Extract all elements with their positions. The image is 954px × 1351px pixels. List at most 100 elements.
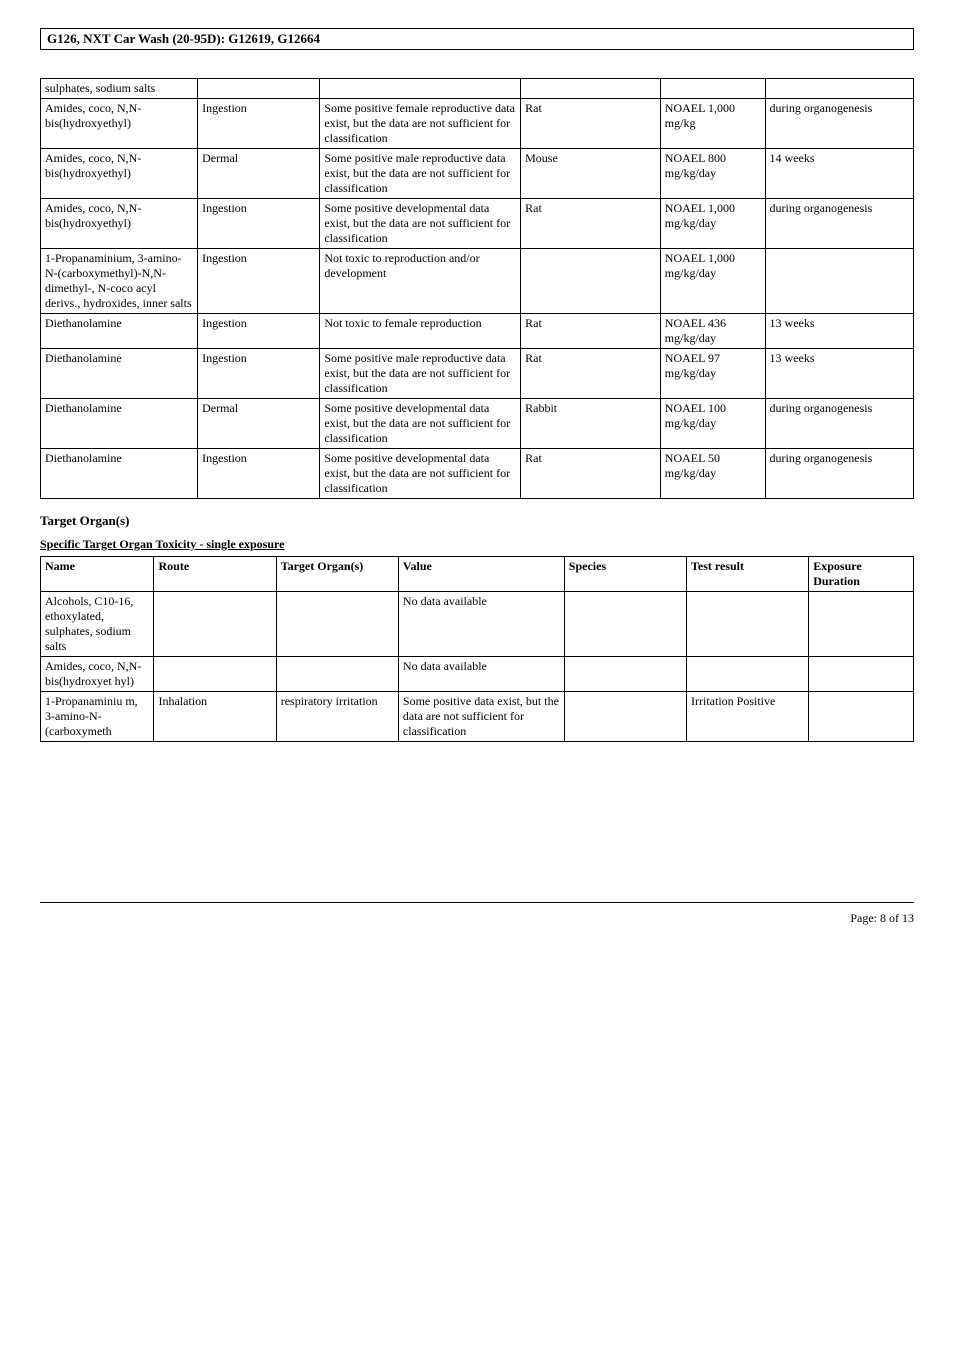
table-cell xyxy=(154,657,276,692)
table-cell: Some positive data exist, but the data a… xyxy=(398,692,564,742)
table-cell: 13 weeks xyxy=(765,349,913,399)
table-cell xyxy=(521,249,661,314)
table-cell: Rat xyxy=(521,199,661,249)
table-cell xyxy=(809,692,914,742)
th-exposure: Exposure Duration xyxy=(809,557,914,592)
table-cell: Rat xyxy=(521,449,661,499)
table-cell: 1-Propanaminium, 3-amino-N-(carboxymethy… xyxy=(41,249,198,314)
table-cell xyxy=(320,79,521,99)
table-cell xyxy=(276,657,398,692)
table-cell: Irritation Positive xyxy=(687,692,809,742)
table-cell: Ingestion xyxy=(198,249,320,314)
footer-divider xyxy=(40,902,914,903)
table-row: Amides, coco, N,N-bis(hydroxyethyl)Derma… xyxy=(41,149,914,199)
th-test: Test result xyxy=(687,557,809,592)
table-cell xyxy=(687,657,809,692)
table-cell: during organogenesis xyxy=(765,449,913,499)
table-cell: Alcohols, C10-16, ethoxylated, sulphates… xyxy=(41,592,154,657)
th-name: Name xyxy=(41,557,154,592)
table-header-row: Name Route Target Organ(s) Value Species… xyxy=(41,557,914,592)
table-cell: Ingestion xyxy=(198,314,320,349)
table-cell: Dermal xyxy=(198,399,320,449)
sub-heading: Specific Target Organ Toxicity - single … xyxy=(40,537,914,552)
table-cell: sulphates, sodium salts xyxy=(41,79,198,99)
table-cell: NOAEL 800 mg/kg/day xyxy=(660,149,765,199)
table-cell: Rat xyxy=(521,349,661,399)
table-cell: Amides, coco, N,N-bis(hydroxyethyl) xyxy=(41,199,198,249)
table-cell: Some positive developmental data exist, … xyxy=(320,199,521,249)
table-cell: 1-Propanaminiu m, 3-amino-N-(carboxymeth xyxy=(41,692,154,742)
table-cell xyxy=(809,657,914,692)
table-cell: Amides, coco, N,N-bis(hydroxyethyl) xyxy=(41,99,198,149)
table-cell: Diethanolamine xyxy=(41,399,198,449)
table-cell: Mouse xyxy=(521,149,661,199)
table-row: 1-Propanaminium, 3-amino-N-(carboxymethy… xyxy=(41,249,914,314)
table-cell xyxy=(687,592,809,657)
table-cell: Diethanolamine xyxy=(41,449,198,499)
table-row: DiethanolamineIngestionSome positive dev… xyxy=(41,449,914,499)
table-cell: Ingestion xyxy=(198,449,320,499)
table-row: DiethanolamineDermalSome positive develo… xyxy=(41,399,914,449)
table-cell: 13 weeks xyxy=(765,314,913,349)
table-row: DiethanolamineIngestionSome positive mal… xyxy=(41,349,914,399)
table-cell: Some positive developmental data exist, … xyxy=(320,399,521,449)
table-cell xyxy=(765,249,913,314)
table-cell: NOAEL 1,000 mg/kg/day xyxy=(660,199,765,249)
doc-title-box: G126, NXT Car Wash (20-95D): G12619, G12… xyxy=(40,28,914,50)
table-cell: NOAEL 1,000 mg/kg/day xyxy=(660,249,765,314)
table-cell: Some positive male reproductive data exi… xyxy=(320,149,521,199)
table-row: DiethanolamineIngestionNot toxic to fema… xyxy=(41,314,914,349)
table-cell: NOAEL 97 mg/kg/day xyxy=(660,349,765,399)
table-cell: Rabbit xyxy=(521,399,661,449)
table-cell xyxy=(564,692,686,742)
table-cell: NOAEL 436 mg/kg/day xyxy=(660,314,765,349)
table-row: Amides, coco, N,N-bis(hydroxyet hyl) No d… xyxy=(41,657,914,692)
table-row: sulphates, sodium salts xyxy=(41,79,914,99)
table-cell xyxy=(765,79,913,99)
table-cell: during organogenesis xyxy=(765,199,913,249)
table-cell: Diethanolamine xyxy=(41,349,198,399)
table-cell: NOAEL 100 mg/kg/day xyxy=(660,399,765,449)
table-cell: Ingestion xyxy=(198,349,320,399)
table-cell: Some positive developmental data exist, … xyxy=(320,449,521,499)
reproductive-table: sulphates, sodium saltsAmides, coco, N,N… xyxy=(40,78,914,499)
table-cell: during organogenesis xyxy=(765,99,913,149)
table-row: Amides, coco, N,N-bis(hydroxyethyl)Inges… xyxy=(41,199,914,249)
table-row: Amides, coco, N,N-bis(hydroxyethyl)Inges… xyxy=(41,99,914,149)
table-cell: Diethanolamine xyxy=(41,314,198,349)
page-number: Page: 8 of 13 xyxy=(40,911,914,926)
table-cell xyxy=(198,79,320,99)
table-cell xyxy=(660,79,765,99)
th-route: Route xyxy=(154,557,276,592)
table-cell xyxy=(809,592,914,657)
doc-title: G126, NXT Car Wash (20-95D): G12619, G12… xyxy=(47,31,320,46)
table-cell xyxy=(154,592,276,657)
table-cell: during organogenesis xyxy=(765,399,913,449)
table-cell: Ingestion xyxy=(198,99,320,149)
table-cell: Some positive female reproductive data e… xyxy=(320,99,521,149)
table-row: Alcohols, C10-16, ethoxylated, sulphates… xyxy=(41,592,914,657)
target-organ-table: Name Route Target Organ(s) Value Species… xyxy=(40,556,914,742)
table-cell: Amides, coco, N,N-bis(hydroxyethyl) xyxy=(41,149,198,199)
table-cell xyxy=(564,592,686,657)
table-row: 1-Propanaminiu m, 3-amino-N-(carboxymeth… xyxy=(41,692,914,742)
th-value: Value xyxy=(398,557,564,592)
table-cell: Not toxic to female reproduction xyxy=(320,314,521,349)
table-cell xyxy=(564,657,686,692)
table-cell: respiratory irritation xyxy=(276,692,398,742)
table-cell: Inhalation xyxy=(154,692,276,742)
section-heading: Target Organ(s) xyxy=(40,513,914,529)
th-target: Target Organ(s) xyxy=(276,557,398,592)
table-cell: No data available xyxy=(398,592,564,657)
table-cell xyxy=(276,592,398,657)
table-cell: Not toxic to reproduction and/or develop… xyxy=(320,249,521,314)
table-cell: Dermal xyxy=(198,149,320,199)
table-cell: No data available xyxy=(398,657,564,692)
table-cell: NOAEL 1,000 mg/kg xyxy=(660,99,765,149)
table-cell: Amides, coco, N,N-bis(hydroxyet hyl) xyxy=(41,657,154,692)
table-cell: Ingestion xyxy=(198,199,320,249)
table-cell: NOAEL 50 mg/kg/day xyxy=(660,449,765,499)
table-cell: 14 weeks xyxy=(765,149,913,199)
table-cell: Some positive male reproductive data exi… xyxy=(320,349,521,399)
th-species: Species xyxy=(564,557,686,592)
